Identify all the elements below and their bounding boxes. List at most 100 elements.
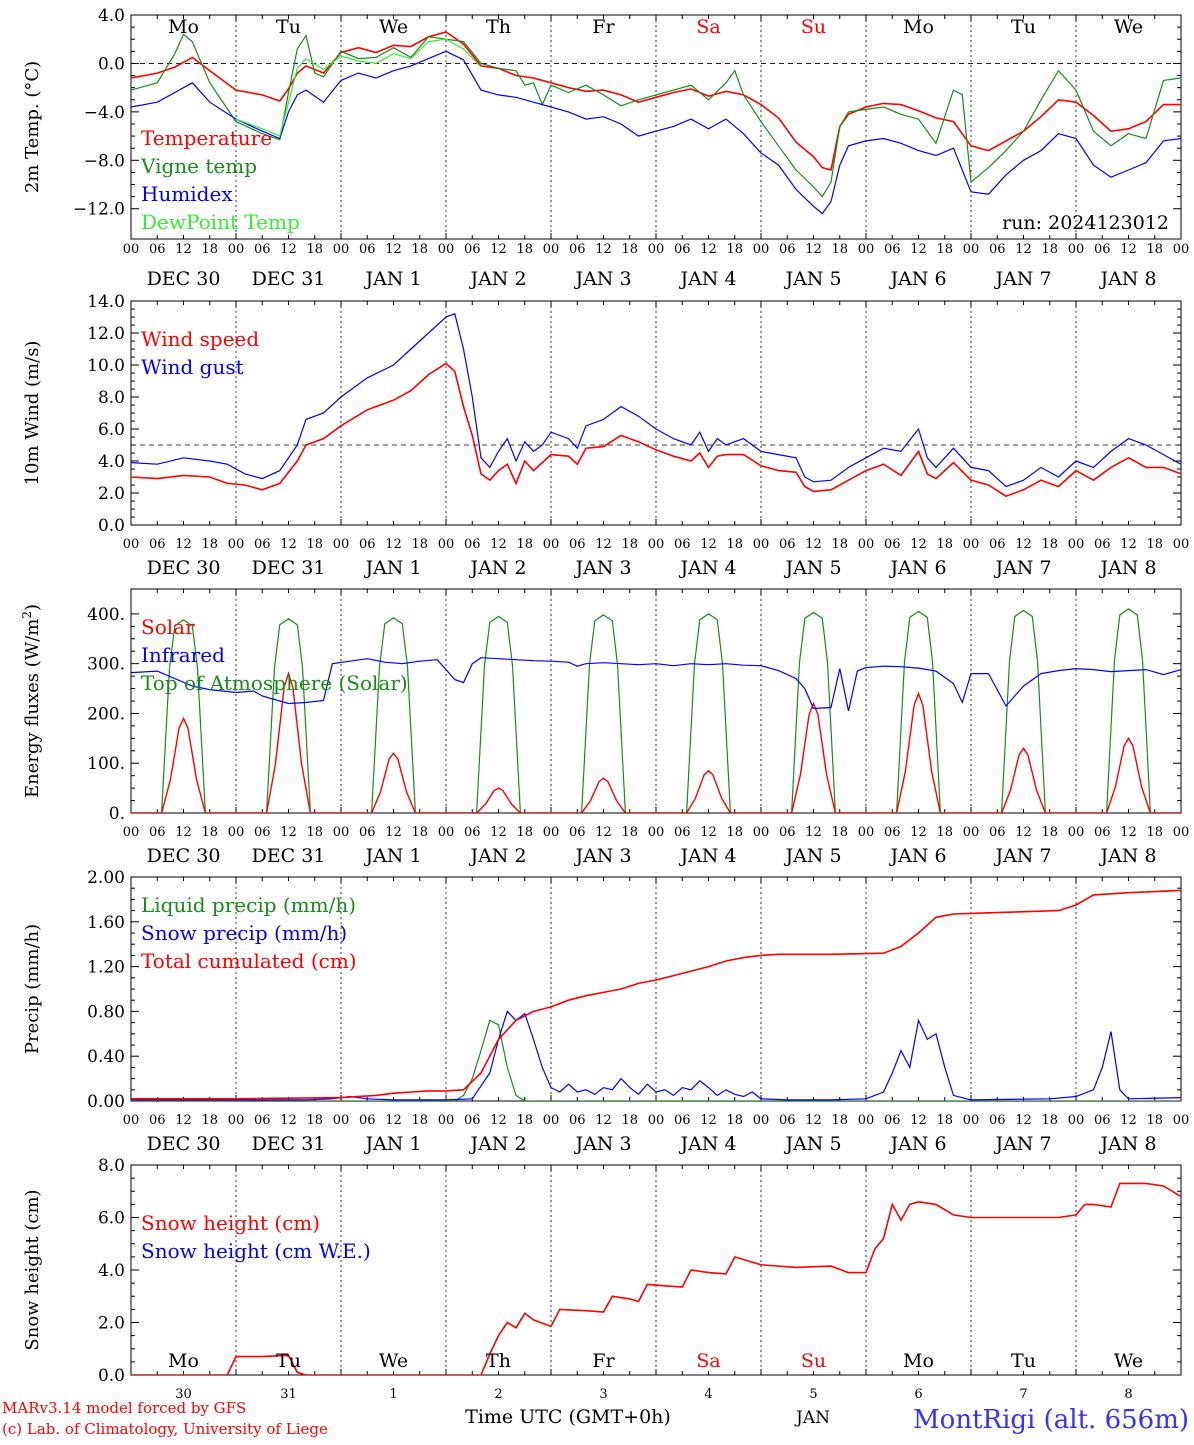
footer-day-number: 3 <box>599 1387 607 1402</box>
energy-date-label: JAN 2 <box>468 845 526 867</box>
snow-weekday-label: Tu <box>1011 1350 1036 1372</box>
precip-y-tick-label: 0.00 <box>87 1092 125 1112</box>
wind-hour-label: 06 <box>149 537 166 552</box>
wind-hour-label: 00 <box>1068 537 1085 552</box>
energy-hour-label: 00 <box>963 825 980 840</box>
wind-hour-label: 00 <box>438 537 455 552</box>
wind-hour-label: 06 <box>779 537 796 552</box>
temp-y-axis-label: 2m Temp. (°C) <box>22 61 43 193</box>
precip-series-group <box>131 889 1181 1101</box>
energy-y-tick-label: 200. <box>87 704 125 724</box>
energy-hour-label: 06 <box>149 825 166 840</box>
wind-date-label: JAN 4 <box>678 557 736 579</box>
energy-hour-label: 12 <box>805 825 822 840</box>
energy-hour-label: 00 <box>438 825 455 840</box>
temp-legend-entry: Temperature <box>141 126 272 150</box>
energy-date-label: JAN 4 <box>678 845 736 867</box>
energy-hour-label: 12 <box>910 825 927 840</box>
temp-hour-label: 12 <box>805 242 822 257</box>
wind-hour-label: 06 <box>674 537 691 552</box>
precip-hour-label: 00 <box>753 1113 770 1128</box>
wind-hour-label: 18 <box>306 537 323 552</box>
wind-hour-label: 00 <box>333 537 350 552</box>
wind-hour-label: 12 <box>805 537 822 552</box>
energy-series-group <box>131 608 1181 813</box>
precip-date-label: JAN 4 <box>678 1133 736 1155</box>
wind-date-label: JAN 8 <box>1098 557 1156 579</box>
wind-y-tick-label: 12.0 <box>87 324 125 344</box>
temp-hour-label: 12 <box>1120 242 1137 257</box>
temp-legend-entry: Humidex <box>141 182 233 206</box>
precip-hour-label: 00 <box>543 1113 560 1128</box>
snow-y-axis-label: Snow height (cm) <box>22 1189 43 1350</box>
temp-hour-label: 18 <box>411 242 428 257</box>
wind-y-axis-label: 10m Wind (m/s) <box>22 341 43 486</box>
temp-date-label: DEC 31 <box>252 268 326 290</box>
energy-hour-label: 06 <box>464 825 481 840</box>
temp-hour-label: 12 <box>385 242 402 257</box>
wind-hour-label: 06 <box>989 537 1006 552</box>
precip-hour-label: 00 <box>438 1113 455 1128</box>
precip-hour-label: 12 <box>700 1113 717 1128</box>
energy-hour-label: 00 <box>228 825 245 840</box>
precip-hour-label: 12 <box>595 1113 612 1128</box>
precip-hour-label: 06 <box>464 1113 481 1128</box>
precip-date-label: JAN 1 <box>363 1133 421 1155</box>
temp-hour-label: 12 <box>1015 242 1032 257</box>
temp-hour-label: 06 <box>779 242 796 257</box>
energy-hour-label: 18 <box>1041 825 1058 840</box>
wind-hour-label: 06 <box>464 537 481 552</box>
temp-series-group <box>131 31 1181 215</box>
wind-y-tick-label: 2.0 <box>98 484 125 504</box>
temp-hour-label: 18 <box>306 242 323 257</box>
temp-hour-label-final: 00 <box>1173 242 1190 257</box>
snow-series-group <box>131 1182 1181 1375</box>
wind-hour-label: 00 <box>858 537 875 552</box>
energy-hour-label: 12 <box>175 825 192 840</box>
energy-date-label: JAN 1 <box>363 845 421 867</box>
wind-hour-label: 06 <box>359 537 376 552</box>
wind-hour-label: 12 <box>595 537 612 552</box>
energy-hour-label: 06 <box>674 825 691 840</box>
wind-date-label: JAN 5 <box>783 557 841 579</box>
energy-hour-label: 00 <box>543 825 560 840</box>
wind-hour-label: 12 <box>280 537 297 552</box>
precip-y-tick-label: 2.00 <box>87 868 125 888</box>
temp-hour-label: 18 <box>1146 242 1163 257</box>
wind-y-tick-label: 0.0 <box>98 516 125 536</box>
precip-date-label: JAN 2 <box>468 1133 526 1155</box>
precip-hour-label: 06 <box>569 1113 586 1128</box>
panel-energy: 0. 100. 200. 300. 400. Energy fluxes (W/m2) So… <box>20 588 1189 867</box>
temp-date-label: JAN 4 <box>678 268 736 290</box>
temp-date-label: DEC 30 <box>147 268 221 290</box>
precip-hour-label: 12 <box>490 1113 507 1128</box>
wind-hour-label: 12 <box>700 537 717 552</box>
temp-hour-label: 18 <box>1041 242 1058 257</box>
dewpoint-temp-line <box>235 38 482 137</box>
energy-date-label: JAN 3 <box>573 845 631 867</box>
weekday-label: Su <box>801 16 826 38</box>
wind-hour-label: 12 <box>1120 537 1137 552</box>
weekday-label: Tu <box>1011 16 1036 38</box>
liquid-precip-mm-h-line <box>131 1019 1181 1101</box>
temp-hour-label: 18 <box>516 242 533 257</box>
energy-hour-label: 06 <box>359 825 376 840</box>
wind-y-tick-label: 10.0 <box>87 356 125 376</box>
precip-hour-label: 18 <box>936 1113 953 1128</box>
footer-day-number: 6 <box>914 1387 922 1402</box>
snow-weekday-label: Sa <box>696 1350 720 1372</box>
precip-y-tick-label: 1.60 <box>87 913 125 933</box>
energy-hour-label: 12 <box>490 825 507 840</box>
energy-hour-label: 18 <box>411 825 428 840</box>
snow-legend-entry: Snow height (cm) <box>141 1211 320 1235</box>
snow-weekday-label: Th <box>486 1350 511 1372</box>
temp-y-tick-label: −12.0 <box>73 200 125 220</box>
energy-hour-label: 00 <box>333 825 350 840</box>
wind-hour-label-final: 00 <box>1173 537 1190 552</box>
weekday-label: Mo <box>903 16 934 38</box>
precip-hour-label: 12 <box>1120 1113 1137 1128</box>
toa-solar-line <box>131 608 1181 813</box>
wind-series-group <box>131 313 1181 498</box>
precip-date-label: DEC 30 <box>147 1133 221 1155</box>
